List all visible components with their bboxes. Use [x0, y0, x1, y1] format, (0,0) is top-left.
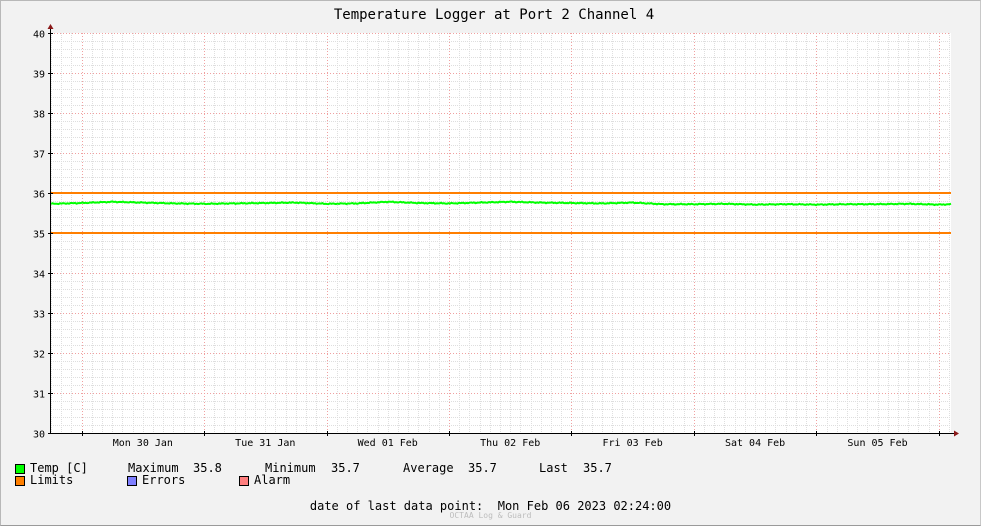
errors-legend-label: Errors: [142, 473, 186, 487]
maximum-label: Maximum: [128, 461, 179, 475]
y-tick-label: 40: [33, 30, 45, 41]
y-tick-label: 34: [33, 270, 45, 281]
limit-lines: [51, 192, 951, 234]
limits-legend-label: Limits: [30, 473, 74, 487]
last-point-value: Mon Feb 06 2023 02:24:00: [497, 499, 672, 513]
y-tick-label: 35: [33, 230, 45, 241]
x-tick-label: Sat 04 Feb: [725, 438, 785, 449]
last-point-label: date of last data point:: [309, 499, 484, 513]
y-axis-arrow: [47, 24, 54, 29]
x-tick-label: Thu 02 Feb: [480, 438, 540, 449]
temp-legend-label: Temp [C]: [30, 461, 88, 475]
y-tick-label: 32: [33, 350, 45, 361]
average-value: 35.7: [468, 461, 497, 475]
last-value: 35.7: [583, 461, 612, 475]
y-tick-label: 30: [33, 430, 45, 441]
axes: [47, 24, 959, 437]
alarm-swatch: [239, 476, 249, 486]
errors-swatch: [127, 476, 137, 486]
y-tick-label: 39: [33, 70, 45, 81]
y-tick-label: 38: [33, 110, 45, 121]
minimum-label: Minimum: [265, 461, 316, 475]
limits-swatch: [15, 476, 25, 486]
minimum-value: 35.7: [331, 461, 360, 475]
maximum-value: 35.8: [193, 461, 222, 475]
average-label: Average: [403, 461, 454, 475]
y-tick-label: 33: [33, 310, 45, 321]
x-tick-label: Wed 01 Feb: [358, 438, 418, 449]
y-tick-label: 31: [33, 390, 45, 401]
axis-labels: 30 31 32 33 34 35 36 37 38 39 40 Mon 30 Jan Tue 31 J…: [33, 30, 908, 450]
series-line-temp: [50, 200, 952, 207]
x-tick-label: Tue 31 Jan: [235, 438, 295, 449]
alarm-legend-label: Alarm: [254, 473, 291, 487]
credit-text: OCTAA Log & Guard: [449, 511, 532, 520]
x-tick-label: Mon 30 Jan: [113, 438, 173, 449]
x-axis-arrow: [954, 430, 959, 437]
chart-title: Temperature Logger at Port 2 Channel 4: [334, 7, 654, 23]
y-tick-label: 36: [33, 190, 45, 201]
x-tick-label: Sun 05 Feb: [847, 438, 907, 449]
last-data-point: date of last data point: Mon Feb 06 2023…: [0, 499, 981, 513]
series-layer: [50, 200, 952, 207]
x-tick-label: Fri 03 Feb: [603, 438, 663, 449]
last-label: Last: [539, 461, 568, 475]
y-tick-label: 37: [33, 150, 45, 161]
temp-swatch: [15, 464, 25, 474]
